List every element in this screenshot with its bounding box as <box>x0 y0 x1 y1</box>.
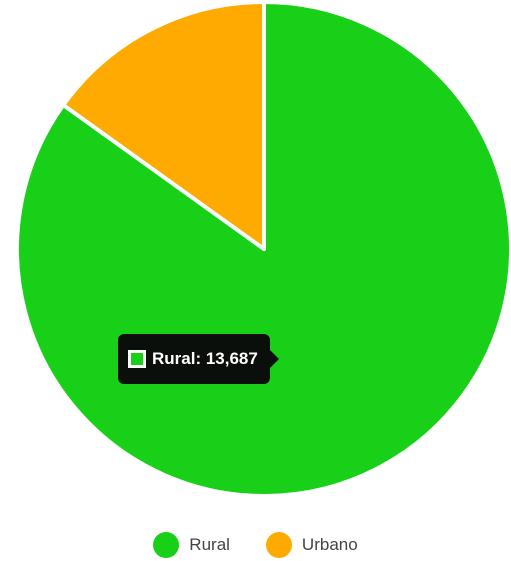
tooltip-label: Rural: 13,687 <box>152 349 258 368</box>
legend-label-rural: Rural <box>189 535 230 554</box>
legend-label-urbano: Urbano <box>301 535 358 554</box>
legend: Rural Urbano <box>0 532 511 558</box>
tooltip: Rural: 13,687 <box>118 334 279 384</box>
legend-item-urbano[interactable]: Urbano <box>265 532 358 558</box>
pie-slice-urbano[interactable] <box>61 0 266 251</box>
legend-dot-urbano <box>265 532 292 558</box>
tooltip-color-swatch <box>128 350 146 368</box>
legend-dot-rural <box>153 532 180 558</box>
legend-item-rural[interactable]: Rural <box>153 532 230 558</box>
